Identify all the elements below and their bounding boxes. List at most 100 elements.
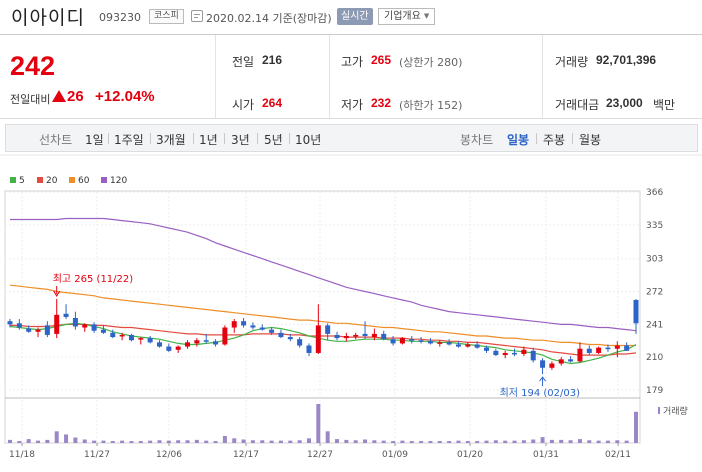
stock-name: 이아이디	[11, 7, 85, 29]
y-tick-label: 179	[646, 386, 663, 396]
open-label: 시가	[232, 98, 255, 112]
volume-bar	[306, 438, 311, 443]
candle-body	[7, 321, 13, 325]
arrow-up-icon	[539, 376, 546, 382]
candle-body	[437, 342, 443, 344]
y-tick-label: 366	[646, 188, 663, 198]
volume-value: 92,701,396	[596, 53, 657, 67]
volume-bar	[260, 440, 265, 443]
high-annotation: 최고 265 (11/22)	[53, 273, 134, 285]
candle-body	[297, 339, 303, 346]
candle-body	[371, 333, 377, 338]
volume-bar	[419, 441, 424, 443]
upper-limit: (상한가 280)	[399, 56, 463, 69]
volume-bar	[148, 440, 153, 443]
change-percent: +12.04%	[95, 88, 155, 105]
candle-body	[100, 329, 106, 333]
current-price: 242	[10, 51, 56, 81]
period-1y[interactable]: 1년	[199, 133, 218, 147]
candle-body	[605, 347, 611, 350]
company-overview-dropdown[interactable]: 기업개요 ▼	[378, 8, 436, 25]
volume-bar	[428, 441, 433, 443]
legend-label: 5	[19, 176, 25, 186]
realtime-button[interactable]: 실시간	[337, 8, 373, 25]
volume-bar	[204, 440, 209, 443]
candle-body	[72, 318, 78, 327]
volume-bar	[503, 440, 508, 443]
low-annotation: 최저 194 (02/03)	[500, 387, 581, 399]
candle-body	[512, 352, 518, 355]
candle-body	[418, 340, 424, 342]
volume-bar	[634, 411, 638, 443]
candle-daily[interactable]: 일봉	[507, 133, 530, 147]
legend-ma60[interactable]: 60	[69, 176, 89, 186]
axes: 366 335 303 272 241 210 179 11/18 11/27 12/06 12/1…	[9, 188, 688, 460]
volume-bar	[605, 440, 610, 443]
y-tick-label: 272	[646, 288, 663, 298]
period-10y[interactable]: 10년	[295, 133, 322, 147]
candle-body	[222, 327, 228, 345]
candle-body	[315, 325, 321, 353]
stock-header: 이아이디 093230 코스피 2020.02.14 기준(장마감) 실시간 기…	[0, 0, 702, 34]
candle-body	[26, 328, 32, 332]
divider	[289, 133, 290, 144]
volume-bar	[549, 439, 554, 443]
volume-bar	[587, 440, 592, 443]
volume-bar	[288, 440, 293, 443]
candle-body	[325, 325, 331, 334]
divider	[257, 133, 258, 144]
candle-body	[44, 325, 50, 335]
high-label: 고가	[341, 55, 364, 69]
volume-label: 거래량	[555, 55, 589, 69]
volume-bar	[278, 440, 283, 443]
candle-body	[614, 345, 620, 349]
period-5y[interactable]: 5년	[264, 133, 283, 147]
candle-body	[558, 359, 564, 364]
candle-body	[175, 346, 181, 350]
candle-body	[521, 349, 527, 354]
volume-bar	[531, 439, 536, 443]
candle-weekly[interactable]: 주봉	[543, 133, 566, 147]
volume-bar	[73, 437, 78, 443]
candle-body	[63, 313, 69, 317]
x-tick-label: 01/31	[533, 450, 559, 460]
volume-bar	[577, 439, 582, 443]
candle-body	[259, 327, 265, 330]
legend-ma120[interactable]: 120	[101, 176, 127, 186]
volume-bar	[624, 440, 629, 443]
company-overview-label: 기업개요	[384, 11, 421, 22]
legend-ma20[interactable]: 20	[37, 176, 57, 186]
volume-bar	[297, 440, 302, 443]
volume-bar	[400, 440, 405, 443]
chevron-down-icon: ▼	[423, 12, 430, 20]
y-tick-label: 210	[646, 353, 663, 363]
period-3y[interactable]: 3년	[231, 133, 250, 147]
y-tick-label: 303	[646, 255, 663, 265]
candle-body	[110, 332, 116, 338]
chart-grid	[0, 154, 702, 444]
period-1w[interactable]: 1주일	[114, 133, 144, 147]
candle-body	[399, 338, 405, 344]
candle-body	[493, 350, 499, 356]
legend-ma5[interactable]: 5	[10, 176, 25, 186]
candle-body	[474, 344, 480, 348]
candle-body	[586, 348, 592, 353]
volume-bar	[381, 440, 386, 443]
candle-body	[231, 321, 237, 328]
stock-code: 093230	[99, 11, 141, 24]
divider	[150, 133, 151, 144]
period-1d[interactable]: 1일	[85, 133, 104, 147]
chart-frame	[4, 190, 641, 444]
volume-bar	[194, 439, 199, 443]
candle-monthly[interactable]: 월봉	[579, 133, 602, 147]
candle-body	[185, 342, 191, 347]
period-3m[interactable]: 3개월	[156, 133, 186, 147]
candle-body	[213, 341, 219, 345]
candle-body	[241, 321, 247, 326]
volume-bar	[157, 440, 162, 443]
candle-body	[353, 334, 359, 337]
legend-swatch	[10, 177, 16, 183]
volume-bar	[316, 404, 321, 443]
candle-body	[278, 332, 284, 338]
